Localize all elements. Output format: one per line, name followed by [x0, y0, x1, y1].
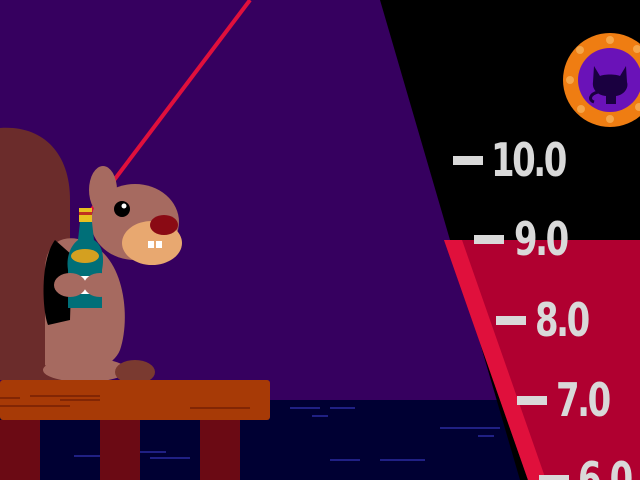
- pier-deck: [0, 380, 270, 420]
- badge[interactable]: [563, 33, 640, 127]
- meter-fill: [444, 240, 640, 480]
- squirrel-paw-right: [84, 273, 116, 297]
- meter-label-6: 6.0: [578, 452, 633, 480]
- meter-label-8: 8.0: [535, 293, 590, 347]
- pier-leg: [0, 420, 40, 480]
- meter-tick: [539, 475, 569, 480]
- squirrel-foot-back: [115, 360, 155, 384]
- meter-tick: [517, 396, 547, 405]
- meter-tick: [496, 316, 526, 325]
- squirrel-foot: [43, 358, 127, 382]
- meter-label-7: 7.0: [556, 373, 611, 427]
- squirrel-paw-left: [54, 273, 86, 297]
- meter-label-9: 9.0: [514, 212, 569, 266]
- squirrel-tooth: [156, 241, 162, 248]
- meter-tick: [453, 156, 483, 165]
- squirrel-eye-shine: [121, 203, 127, 209]
- cat-silhouette-icon: [589, 66, 628, 104]
- pier-leg: [200, 420, 240, 480]
- squirrel-eye: [114, 201, 130, 217]
- meter-fill-edge: [444, 240, 546, 480]
- badge-inner: [578, 48, 640, 112]
- pier-leg: [100, 420, 140, 480]
- water-ripples: [74, 407, 500, 461]
- pier-wood-grain: [0, 395, 250, 409]
- meter-tick: [474, 235, 504, 244]
- squirrel-nose: [150, 215, 178, 235]
- meter-label-10: 10.0: [491, 133, 567, 187]
- squirrel-tooth: [148, 241, 154, 248]
- laser-beam: [88, 0, 252, 214]
